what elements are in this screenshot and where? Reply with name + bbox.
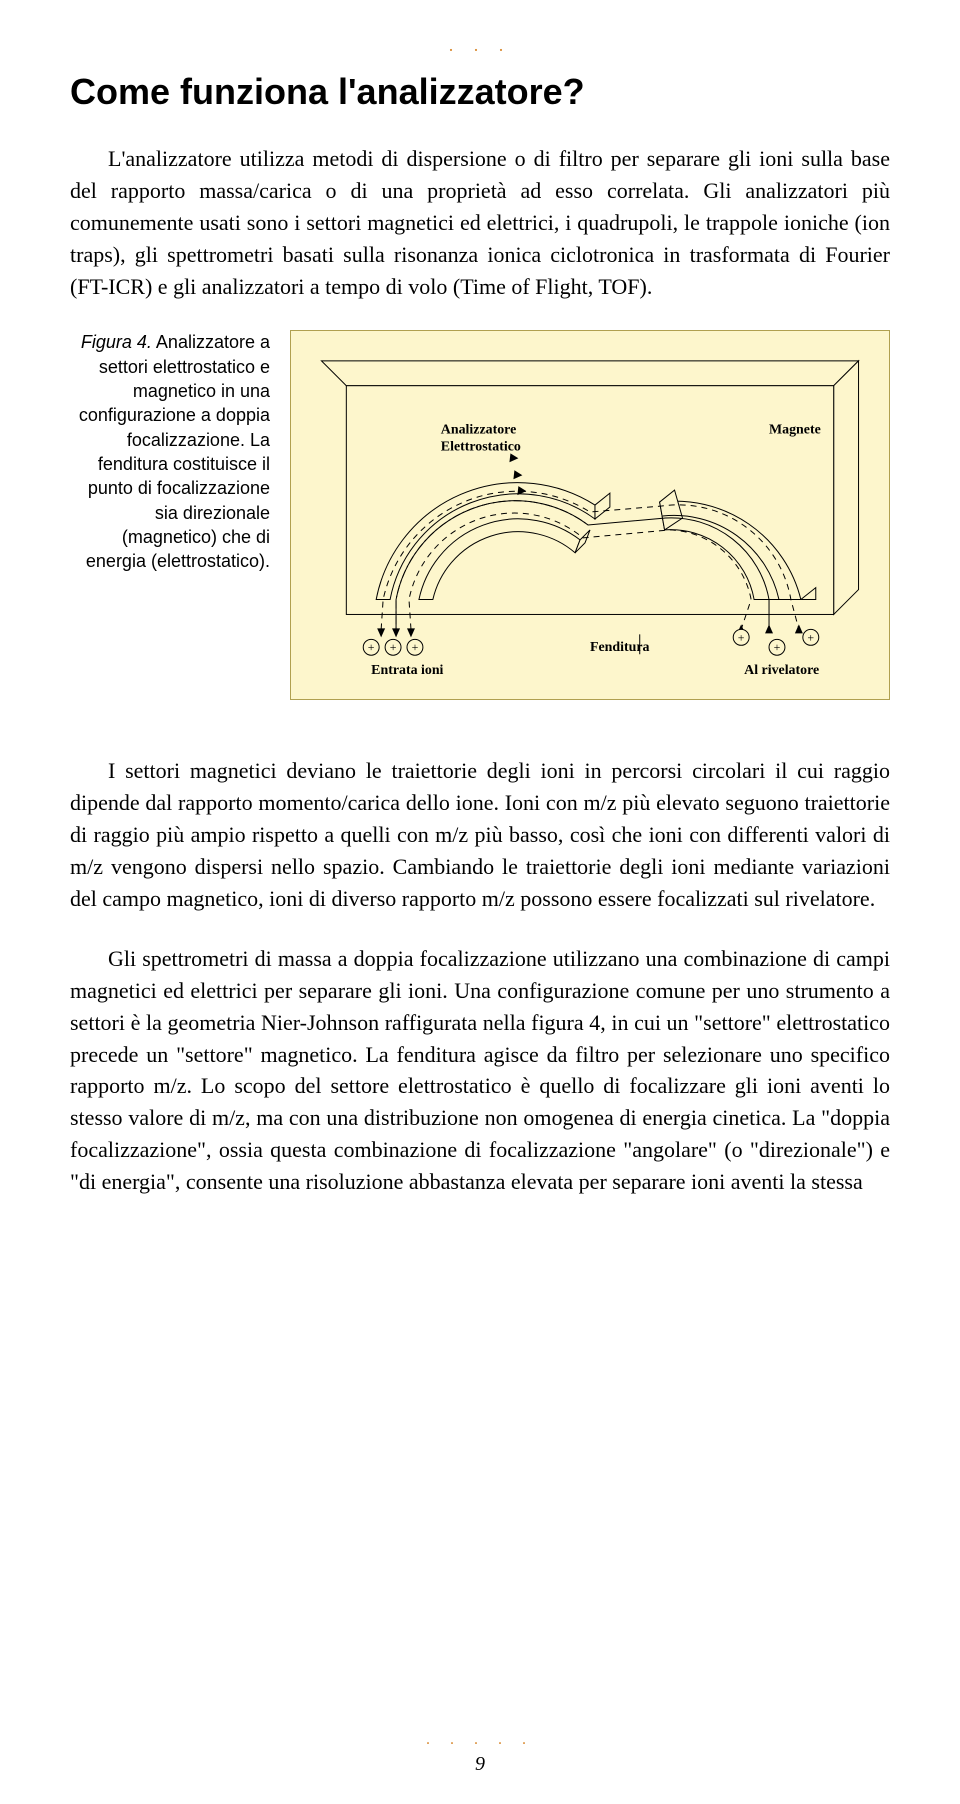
figure-diagram: + + + + + + Analizzatore Elettrostatico … xyxy=(290,330,890,700)
label-fenditura: Fenditura xyxy=(590,641,650,656)
label-al-rivelatore: Al rivelatore xyxy=(744,664,819,679)
paragraph-1-text: L'analizzatore utilizza metodi di disper… xyxy=(70,146,890,299)
paragraph-2: I settori magnetici deviano le traiettor… xyxy=(70,755,890,914)
figure-4: Figura 4. Analizzatore a settori elettro… xyxy=(70,330,890,700)
sector-analyzer-svg: + + + + + + Analizzatore Elettrostatico … xyxy=(291,331,889,699)
paragraph-1: L'analizzatore utilizza metodi di disper… xyxy=(70,143,890,302)
det-plus-3: + xyxy=(807,631,814,645)
page-number: 9 xyxy=(0,1753,960,1776)
arrow-down-3 xyxy=(795,625,803,634)
label-entrata-ioni: Entrata ioni xyxy=(371,664,443,679)
det-plus-2: + xyxy=(774,641,781,655)
ion-plus-2: + xyxy=(390,641,397,655)
arrow-up-3 xyxy=(407,629,415,638)
paragraph-3: Gli spettrometri di massa a doppia focal… xyxy=(70,943,890,1198)
top-dots: . . . xyxy=(70,35,890,56)
label-elettrostatico: Elettrostatico xyxy=(441,440,521,455)
page-heading: Come funziona l'analizzatore? xyxy=(70,71,890,113)
label-analizzatore: Analizzatore xyxy=(441,423,516,438)
figure-caption-body: Analizzatore a settori elettrostatico e … xyxy=(79,332,270,571)
ion-plus-1: + xyxy=(368,641,375,655)
box-right xyxy=(834,361,859,615)
paragraph-3-text: Gli spettrometri di massa a doppia focal… xyxy=(70,946,890,1194)
arrow-up-1 xyxy=(377,629,385,638)
bottom-dots: . . . . . xyxy=(0,1731,960,1749)
box-top xyxy=(321,361,858,386)
paragraph-2-text: I settori magnetici deviano le traiettor… xyxy=(70,758,890,911)
label-magnete: Magnete xyxy=(769,423,821,438)
ion-plus-3: + xyxy=(412,641,419,655)
arrow-up-2 xyxy=(392,629,400,638)
det-plus-1: + xyxy=(738,631,745,645)
arrow-down-1 xyxy=(765,625,773,634)
figure-caption: Figura 4. Analizzatore a settori elettro… xyxy=(70,330,270,573)
figure-caption-title: Figura 4. xyxy=(81,332,152,352)
